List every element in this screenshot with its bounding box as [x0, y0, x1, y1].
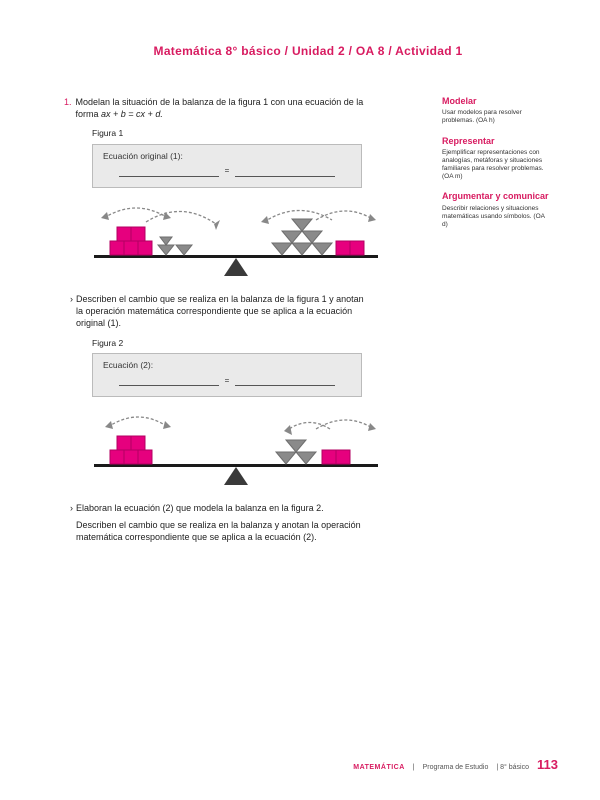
sidebar: Modelar Usar modelos para resolver probl… [442, 96, 552, 543]
eq1-blank-left [119, 169, 219, 177]
equation-box-1: Ecuación original (1): = [92, 144, 362, 188]
task-intro-line1: Modelan la situación de la balanza de la… [76, 97, 364, 107]
eq2-equals: = [225, 376, 230, 387]
footer-program: Programa de Estudio [423, 764, 489, 771]
bullet-a-line1: Describen el cambio que se realiza en la… [76, 294, 364, 304]
footer-subject: MATEMÁTICA [353, 764, 405, 771]
page-title: Matemática 8° básico / Unidad 2 / OA 8 /… [64, 44, 552, 58]
eq1-equals: = [225, 166, 230, 177]
footer-grade: | 8° básico [496, 764, 529, 771]
bullet-b-line2: Describen el cambio que se realiza en la… [76, 520, 361, 530]
figure1-label: Figura 1 [92, 128, 424, 139]
sidebar-h-argumentar: Argumentar y comunicar [442, 191, 552, 202]
footer-page-number: 113 [537, 757, 558, 772]
equation-box-2: Ecuación (2): = [92, 353, 362, 397]
bullet-b-line1: Elaboran la ecuación (2) que modela la b… [76, 503, 324, 513]
bullet-a-line3: original (1). [76, 318, 121, 328]
eq2-blank-left [119, 378, 219, 386]
eq1-title: Ecuación original (1): [103, 151, 351, 162]
sidebar-p-modelar: Usar modelos para resolver problemas. (O… [442, 109, 552, 125]
balance-figure-1 [86, 200, 386, 283]
bullet-a-line2: la operación matemática correspondiente … [76, 306, 352, 316]
eq2-title: Ecuación (2): [103, 360, 351, 371]
task-formula: ax + b = cx + d. [101, 109, 163, 119]
balance-figure-2 [86, 409, 386, 492]
task-intro-line2a: forma [76, 109, 102, 119]
task-number: 1. [64, 96, 72, 120]
bullet-chevron-2: › [70, 502, 73, 514]
bullet-b-line3: matemática correspondiente que se aplica… [76, 532, 317, 542]
eq2-blank-right [235, 378, 335, 386]
sidebar-h-representar: Representar [442, 136, 552, 147]
footer-sep1: | [413, 764, 415, 771]
sidebar-p-argumentar: Describir relaciones y situaciones matem… [442, 205, 552, 229]
bullet-chevron-1: › [70, 293, 73, 329]
eq1-blank-right [235, 169, 335, 177]
main-column: 1. Modelan la situación de la balanza de… [64, 96, 424, 543]
page-footer: MATEMÁTICA | Programa de Estudio | 8° bá… [353, 757, 558, 772]
sidebar-p-representar: Ejemplificar representaciones con analog… [442, 149, 552, 182]
sidebar-h-modelar: Modelar [442, 96, 552, 107]
figure2-label: Figura 2 [92, 338, 424, 349]
